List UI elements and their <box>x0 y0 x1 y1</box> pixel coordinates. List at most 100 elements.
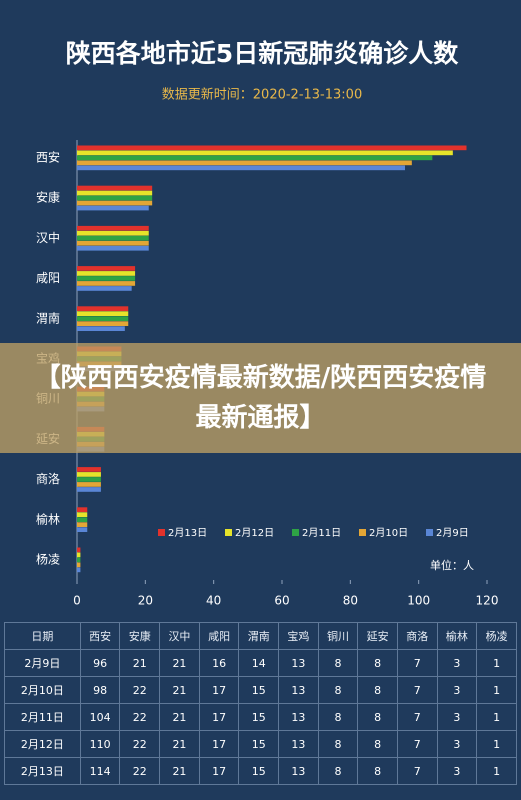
legend-swatch <box>292 529 299 536</box>
table-cell: 7 <box>396 676 438 704</box>
table-cell: 8 <box>357 649 398 677</box>
table-cell: 104 <box>79 703 121 731</box>
bar <box>77 205 149 211</box>
bar <box>77 225 149 231</box>
x-tick-label: 20 <box>138 594 153 608</box>
table-cell: 22 <box>119 757 161 785</box>
table-cell: 22 <box>119 730 161 758</box>
bar <box>77 557 81 563</box>
table-header: 杨凌 <box>476 622 517 650</box>
table-cell: 21 <box>159 730 200 758</box>
table-header: 咸阳 <box>198 622 240 650</box>
chart: 陕西各地市近5日新冠肺炎确诊人数 数据更新时间：2020-2-13-13:00 … <box>36 39 498 608</box>
table-row: 2月13日 114 22 21 17 15 13 8 8 7 3 1 <box>4 757 517 785</box>
table-row: 2月9日 96 21 21 16 14 13 8 8 7 3 1 <box>4 649 517 677</box>
table-row: 日期 西安 安康 汉中 咸阳 渭南 宝鸡 铜川 延安 商洛 榆林 杨凌 <box>4 622 517 650</box>
table-cell: 15 <box>238 757 280 785</box>
bar <box>77 552 81 558</box>
table-cell: 15 <box>238 676 280 704</box>
table-cell: 8 <box>317 649 359 677</box>
table-cell: 13 <box>278 649 319 677</box>
bar <box>77 286 132 291</box>
table-cell: 3 <box>436 676 478 704</box>
table-cell: 8 <box>317 676 359 704</box>
table-cell: 7 <box>396 703 438 731</box>
bar <box>77 517 88 522</box>
table-cell: 8 <box>357 730 398 758</box>
table-cell: 8 <box>357 703 398 731</box>
row-label: 2月10日 <box>4 676 81 704</box>
table-header: 渭南 <box>238 622 280 650</box>
table-cell: 8 <box>317 757 359 785</box>
table-cell: 1 <box>476 757 517 785</box>
legend-swatch <box>359 529 366 536</box>
bar <box>77 467 101 472</box>
table-cell: 110 <box>79 730 121 758</box>
table-header: 西安 <box>79 622 121 650</box>
table-cell: 8 <box>317 703 359 731</box>
legend-swatch <box>158 529 165 536</box>
table-cell: 14 <box>238 649 280 677</box>
bar <box>77 281 136 286</box>
table-cell: 21 <box>159 757 200 785</box>
table-cell: 8 <box>357 757 398 785</box>
unit-label: 单位：人 <box>430 558 474 572</box>
table-cell: 17 <box>198 757 240 785</box>
bar <box>77 567 81 573</box>
bar <box>77 306 129 311</box>
x-tick-label: 60 <box>274 594 289 608</box>
bar <box>77 155 433 161</box>
bar <box>77 316 129 321</box>
bar <box>77 271 136 276</box>
table-header: 商洛 <box>396 622 438 650</box>
bar <box>77 145 467 151</box>
table-cell: 3 <box>436 703 478 731</box>
table-cell: 13 <box>278 703 319 731</box>
table-cell: 17 <box>198 676 240 704</box>
bar <box>77 266 136 271</box>
bar <box>77 472 101 477</box>
legend-swatch <box>225 529 232 536</box>
bar <box>77 547 81 553</box>
table-cell: 3 <box>436 649 478 677</box>
table-cell: 3 <box>436 730 478 758</box>
y-tick-label: 安康 <box>36 190 60 205</box>
table-cell: 13 <box>278 676 319 704</box>
data-table: 日期 西安 安康 汉中 咸阳 渭南 宝鸡 铜川 延安 商洛 榆林 杨凌 2月9日 96 21 21 16 14 13… <box>4 622 517 785</box>
bar <box>77 150 453 156</box>
table-header: 宝鸡 <box>278 622 319 650</box>
banner: 【陕西西安疫情最新数据/陕西西安疫情最新通报】 <box>0 343 521 453</box>
bar <box>77 522 88 527</box>
table-cell: 21 <box>159 703 200 731</box>
table-cell: 96 <box>79 649 121 677</box>
y-tick-label: 汉中 <box>36 230 60 245</box>
table-cell: 1 <box>476 703 517 731</box>
table-cell: 13 <box>278 730 319 758</box>
table-cell: 1 <box>476 676 517 704</box>
table-header: 汉中 <box>159 622 200 650</box>
legend-label: 2月13日 <box>168 527 207 539</box>
row-label: 2月9日 <box>4 649 81 677</box>
y-tick-label: 渭南 <box>36 310 60 325</box>
table-cell: 21 <box>119 649 161 677</box>
table-header: 延安 <box>357 622 398 650</box>
table-cell: 13 <box>278 757 319 785</box>
bar <box>77 527 88 532</box>
bar <box>77 326 125 331</box>
table-row: 2月12日 110 22 21 17 15 13 8 8 7 3 1 <box>4 730 517 758</box>
chart-title: 陕西各地市近5日新冠肺炎确诊人数 <box>66 39 459 68</box>
table-cell: 15 <box>238 730 280 758</box>
chart-subtitle: 数据更新时间：2020-2-13-13:00 <box>162 87 362 103</box>
table-cell: 15 <box>238 703 280 731</box>
table-cell: 21 <box>159 649 200 677</box>
bar <box>77 165 405 171</box>
table-cell: 7 <box>396 730 438 758</box>
table-header: 铜川 <box>317 622 359 650</box>
table-cell: 3 <box>436 757 478 785</box>
bar <box>77 321 129 326</box>
legend-label: 2月9日 <box>436 527 469 539</box>
bar <box>77 512 88 517</box>
table-header: 榆林 <box>436 622 478 650</box>
table-cell: 114 <box>79 757 121 785</box>
